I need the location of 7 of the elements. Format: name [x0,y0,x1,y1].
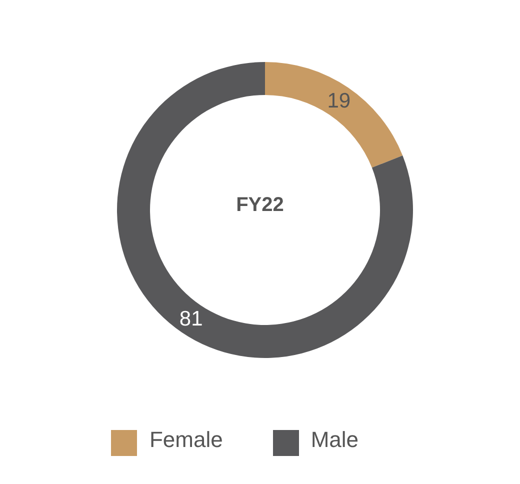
donut-slice [117,62,413,358]
legend-label: Male [310,427,359,452]
donut-slice [265,62,403,168]
legend-label: Female [149,427,223,452]
data-label: 81 [179,307,203,330]
data-label: 19 [327,90,351,113]
text: FY22 [236,194,284,216]
